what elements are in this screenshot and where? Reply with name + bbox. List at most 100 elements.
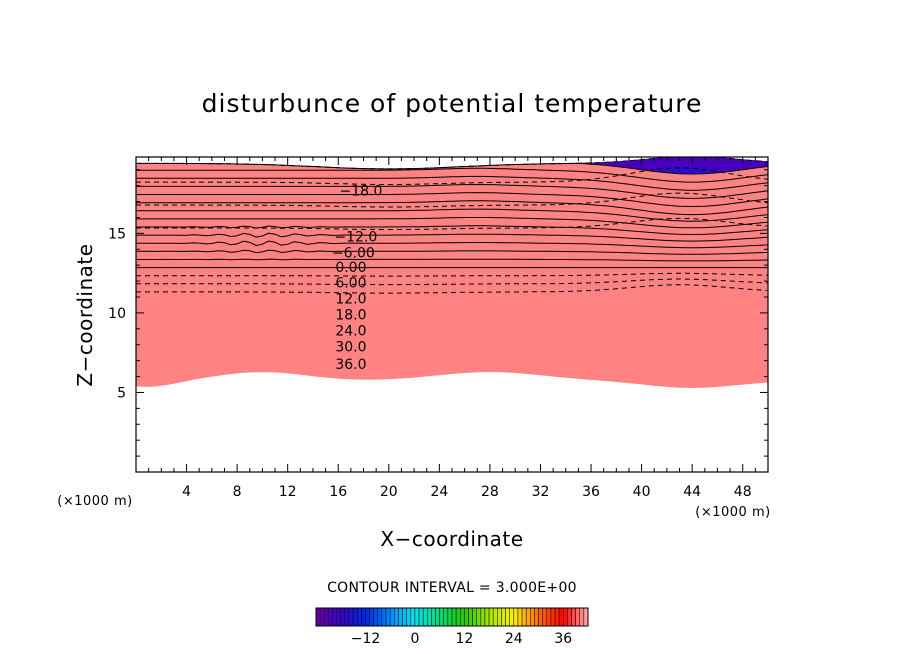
colorbar-swatch (542, 607, 548, 627)
colorbar-swatch (509, 607, 515, 627)
contour-label: −18.0 (340, 183, 383, 199)
colorbar-swatch (501, 607, 506, 627)
contour-line (136, 284, 768, 294)
contour-line (136, 249, 768, 255)
contour-label: 0.00 (335, 260, 366, 276)
colorbar-tick-label: 24 (505, 631, 523, 647)
contour-label: 36.0 (335, 357, 366, 373)
x-tick-label: 24 (430, 484, 448, 500)
colorbar-swatch (365, 607, 370, 627)
colorbar-swatch (344, 607, 350, 627)
colorbar-swatch (435, 607, 440, 627)
colorbar-tick-label: −12 (351, 631, 381, 647)
colorbar-swatch (571, 607, 576, 627)
colorbar-swatch (336, 607, 341, 627)
colorbar-swatch (546, 607, 552, 627)
x-tick-label: 48 (734, 484, 752, 500)
colorbar-swatch (492, 607, 498, 627)
contour-label: 6.00 (335, 276, 366, 292)
colorbar-swatch (476, 607, 482, 627)
x-tick-label: 12 (279, 484, 297, 500)
contour-label: −6.00 (332, 246, 375, 262)
colorbar-swatch (513, 607, 519, 627)
x-axis-title: X−coordinate (380, 527, 523, 551)
colorbar-swatch (389, 607, 395, 627)
colorbar-swatch (332, 607, 337, 627)
colorbar: −12 0 12 24 36 (315, 607, 589, 647)
colorbar-swatch (464, 607, 469, 627)
colorbar-swatch (439, 607, 445, 627)
contour-line (136, 167, 768, 185)
x-tick-label: 32 (532, 484, 550, 500)
x-tick-label: 4 (182, 484, 191, 500)
colorbar-swatch (530, 607, 535, 627)
contour-label: 18.0 (335, 308, 366, 324)
x-tick-label: 28 (481, 484, 499, 500)
y-axis-title: Z−coordinate (73, 243, 97, 386)
contour-line (136, 272, 768, 277)
colorbar-tick-label: 0 (410, 631, 419, 647)
colorbar-swatch (406, 607, 412, 627)
contour-line (136, 192, 768, 208)
colorbar-swatch (455, 607, 461, 627)
colorbar-swatch (385, 607, 391, 627)
contour-line (136, 167, 768, 183)
colorbar-swatch (319, 607, 325, 627)
colorbar-swatch (497, 607, 502, 627)
contour-line (136, 175, 768, 191)
x-tick-label: 8 (233, 484, 242, 500)
y-tick-label: 5 (117, 385, 126, 401)
colorbar-swatch (373, 607, 379, 627)
colorbar-swatch (521, 607, 527, 627)
y-tick-label: 10 (108, 306, 126, 322)
colorbar-swatch (361, 607, 366, 627)
contour-line (136, 192, 768, 208)
colorbar-swatch (550, 607, 556, 627)
x-unit-label: (×1000 m) (695, 505, 770, 520)
colorbar-swatch (356, 607, 362, 627)
colorbar-swatch (422, 607, 428, 627)
colorbar-tick-label: 36 (554, 631, 572, 647)
colorbar-swatch (402, 607, 407, 627)
y-tick-label: 15 (108, 226, 126, 242)
colorbar-swatch (447, 607, 453, 627)
colorbar-tick-labels: −12 0 12 24 36 (351, 631, 573, 647)
colorbar-swatch (369, 607, 374, 627)
contour-line (136, 162, 768, 175)
colorbar-swatch (381, 607, 387, 627)
colorbar-swatch (398, 607, 403, 627)
colorbar-frame (315, 607, 589, 627)
colorbar-swatch (558, 607, 564, 627)
contour-lines (136, 157, 768, 294)
colorbar-swatch (340, 607, 346, 627)
colorbar-swatch (427, 607, 432, 627)
colorbar-swatch (472, 607, 477, 627)
colorbar-swatch (488, 607, 494, 627)
x-tick-label: 44 (683, 484, 701, 500)
colorbar-swatch (484, 607, 490, 627)
colorbar-swatch (575, 607, 581, 627)
colorbar-swatch (538, 607, 543, 627)
contour-line (136, 200, 768, 216)
colorbar-swatch (468, 607, 473, 627)
contour-line (136, 232, 768, 242)
colorbar-swatch (525, 607, 531, 627)
x-tick-label: 36 (582, 484, 600, 500)
contour-line (136, 217, 768, 229)
colorbar-swatch (394, 607, 399, 627)
colorbar-swatch (315, 607, 321, 627)
contour-line (136, 208, 768, 222)
chart-title: disturbunce of potential temperature (202, 89, 703, 118)
colorbar-swatch (534, 607, 539, 627)
x-tick-label: 40 (633, 484, 651, 500)
colorbar-swatch (451, 607, 457, 627)
colorbar-swatch (459, 607, 465, 627)
contour-label: 30.0 (335, 339, 366, 355)
colorbar-swatch (418, 607, 424, 627)
contour-line (136, 258, 768, 262)
x-tick-label: 20 (380, 484, 398, 500)
